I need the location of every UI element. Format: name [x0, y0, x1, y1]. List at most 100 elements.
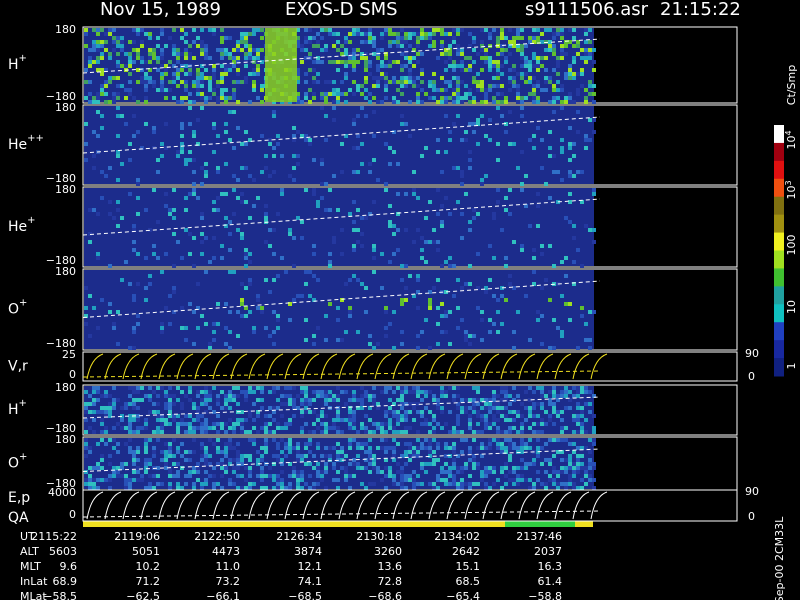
spectrogram-cell	[264, 166, 268, 170]
spectrogram-cell	[160, 482, 164, 486]
spectrogram-cell	[520, 56, 524, 60]
spectrogram-cell	[136, 446, 140, 450]
spectrogram-cell	[312, 274, 316, 278]
spectrogram-cell	[332, 466, 336, 470]
spectrogram-cell	[160, 458, 164, 462]
spectrogram-cell	[436, 100, 440, 104]
spectrogram-cell	[344, 92, 348, 96]
spectrogram-cell	[336, 306, 340, 310]
spectrogram-cell	[420, 36, 424, 40]
spectrogram-cell	[188, 458, 192, 462]
spectrogram-cell	[396, 430, 400, 434]
spectrogram-cell	[496, 330, 500, 334]
trace	[572, 353, 590, 380]
spectrogram-cell	[384, 414, 388, 418]
spectrogram-cell	[336, 208, 340, 212]
spectrogram-cell	[152, 402, 156, 406]
spectrogram-cell	[540, 446, 544, 450]
spectrogram-cell	[296, 68, 300, 72]
spectrogram-cell	[564, 302, 568, 306]
spectrogram-cell	[192, 182, 196, 186]
spectrogram-cell	[284, 454, 288, 458]
spectrogram-cell	[220, 406, 224, 410]
spectrogram-cell	[568, 96, 572, 100]
spectrogram-cell	[168, 470, 172, 474]
spectrogram-cell	[528, 478, 532, 482]
spectrogram-cell	[260, 426, 264, 430]
spectrogram-cell	[588, 338, 592, 342]
spectrogram-cell	[432, 72, 436, 76]
spectrogram-cell	[176, 446, 180, 450]
spectrogram-cell	[504, 196, 508, 200]
spectrogram-cell	[528, 92, 532, 96]
spectrogram-cell	[456, 44, 460, 48]
spectrogram-cell	[476, 422, 480, 426]
spectrogram-cell	[492, 406, 496, 410]
spectrogram-cell	[248, 466, 252, 470]
spectrogram-cell	[492, 76, 496, 80]
spectrogram-cell	[472, 410, 476, 414]
spectrogram-cell	[464, 68, 468, 72]
spectrogram-cell	[276, 326, 280, 330]
spectrogram-cell	[440, 52, 444, 56]
spectrogram-cell	[220, 244, 224, 248]
table-row-name: InLat	[20, 575, 48, 588]
spectrogram-cell	[428, 438, 432, 442]
spectrogram-cell	[204, 482, 208, 486]
spectrogram-cell	[508, 76, 512, 80]
spectrogram-cell	[240, 80, 244, 84]
spectrogram-cell	[508, 52, 512, 56]
spectrogram-cell	[560, 470, 564, 474]
spectrogram-cell	[584, 430, 588, 434]
colorbar-cell	[774, 358, 784, 377]
spectrogram-cell	[568, 406, 572, 410]
spectrogram-cell	[204, 422, 208, 426]
spectrogram-cell	[324, 394, 328, 398]
spectrogram-cell	[156, 60, 160, 64]
spectrogram-cell	[552, 478, 556, 482]
spectrogram-cell	[580, 68, 584, 72]
spectrogram-cell	[156, 68, 160, 72]
spectrogram-cell	[432, 430, 436, 434]
spectrogram-cell	[432, 482, 436, 486]
panel-tick-bottom: −180	[46, 172, 76, 185]
spectrogram-cell	[336, 394, 340, 398]
spectrogram-cell	[304, 386, 308, 390]
spectrogram-cell	[276, 386, 280, 390]
spectrogram-cell	[276, 274, 280, 278]
spectrogram-cell	[572, 76, 576, 80]
spectrogram-cell	[412, 406, 416, 410]
spectrogram-cell	[404, 192, 408, 196]
spectrogram-cell	[176, 474, 180, 478]
spectrogram-cell	[288, 228, 292, 232]
spectrogram-cell	[260, 466, 264, 470]
spectrogram-cell	[136, 430, 140, 434]
spectrogram-cell	[512, 40, 516, 44]
spectrogram-cell	[428, 36, 432, 40]
spectrogram-cell	[508, 438, 512, 442]
spectrogram-cell	[520, 44, 524, 48]
spectrogram-cell	[84, 68, 88, 72]
spectrogram-cell	[216, 80, 220, 84]
spectrogram-cell	[272, 474, 276, 478]
spectrogram-cell	[388, 162, 392, 166]
trace	[212, 353, 230, 380]
spectrogram-cell	[148, 80, 152, 84]
spectrogram-cell	[240, 166, 244, 170]
spectrogram-cell	[128, 52, 132, 56]
spectrogram-cell	[384, 486, 388, 490]
spectrogram-cell	[524, 44, 528, 48]
spectrogram-cell	[136, 196, 140, 200]
spectrogram-cell	[388, 204, 392, 208]
panel-label-sup: +	[19, 298, 27, 309]
spectrogram-cell	[352, 458, 356, 462]
spectrogram-cell	[340, 298, 344, 302]
table-cell: 13.6	[378, 560, 403, 573]
spectrogram-cell	[336, 418, 340, 422]
spectrogram-cell	[560, 32, 564, 36]
spectrogram-cell	[416, 410, 420, 414]
spectrogram-cell	[244, 142, 248, 146]
spectrogram-cell	[168, 36, 172, 40]
spectrogram-cell	[576, 40, 580, 44]
spectrogram-cell	[172, 286, 176, 290]
